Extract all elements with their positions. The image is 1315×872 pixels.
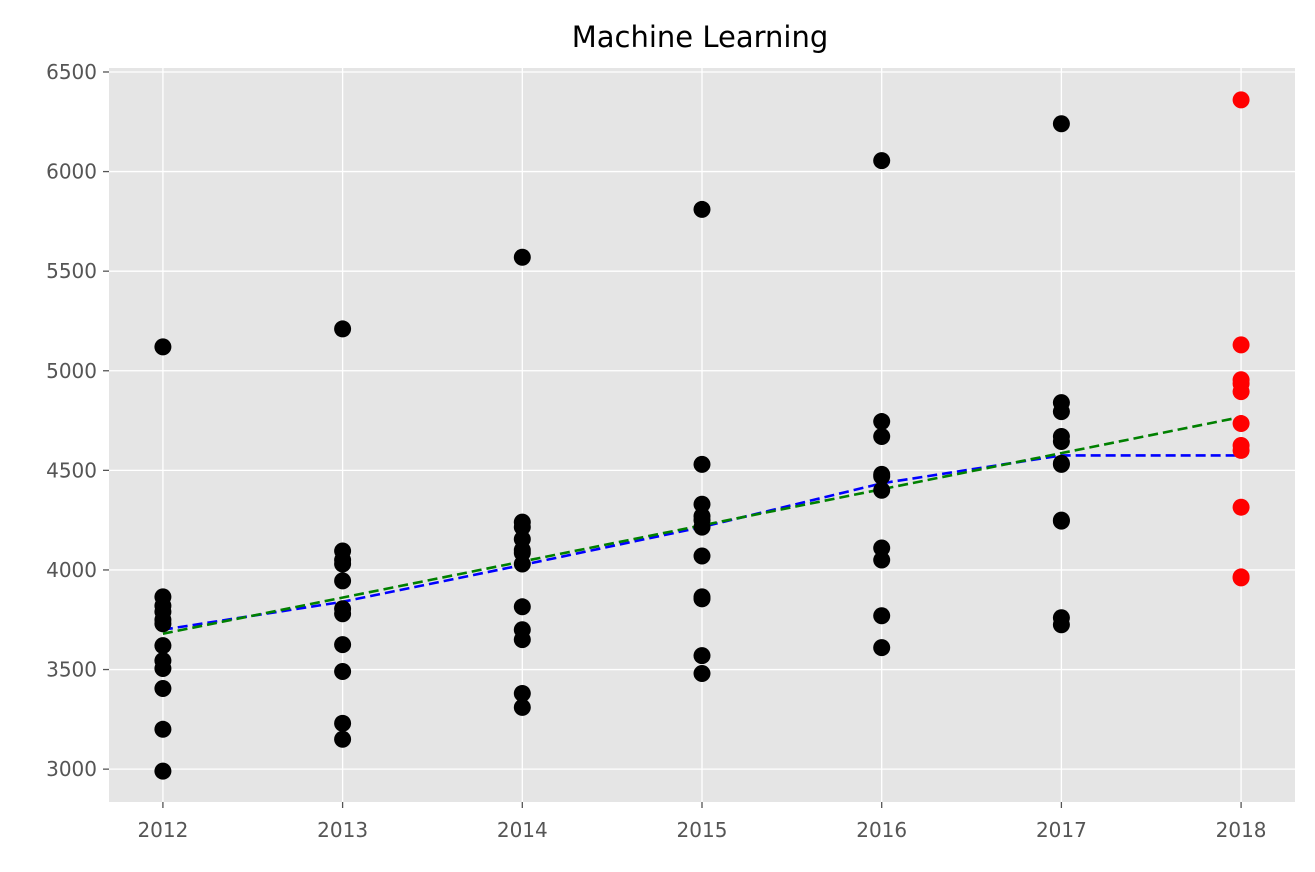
- data-point: [513, 248, 531, 266]
- data-point: [154, 637, 172, 655]
- data-points: [154, 91, 1250, 780]
- data-point: [693, 518, 711, 536]
- y-tick-label: 6000: [46, 160, 97, 184]
- data-point: [873, 427, 891, 445]
- x-tick-label: 2016: [856, 818, 907, 842]
- y-tick-label: 5000: [46, 359, 97, 383]
- data-point: [693, 495, 711, 513]
- y-tick-label: 3500: [46, 658, 97, 682]
- data-point: [513, 598, 531, 616]
- data-point: [334, 320, 352, 338]
- predicted-point: [1232, 336, 1250, 354]
- data-point: [693, 200, 711, 218]
- data-point: [693, 547, 711, 565]
- y-tick-label: 4000: [46, 558, 97, 582]
- data-point: [873, 539, 891, 557]
- x-tick-label: 2017: [1036, 818, 1087, 842]
- data-point: [873, 152, 891, 170]
- predicted-point: [1232, 569, 1250, 587]
- data-point: [693, 455, 711, 473]
- data-point: [693, 665, 711, 683]
- data-point: [873, 639, 891, 657]
- data-point: [513, 518, 531, 536]
- x-tick-label: 2013: [317, 818, 368, 842]
- predicted-point: [1232, 415, 1250, 433]
- data-point: [334, 730, 352, 748]
- data-point: [513, 631, 531, 649]
- data-point: [513, 555, 531, 573]
- data-point: [1052, 455, 1070, 473]
- data-point: [693, 647, 711, 665]
- y-tick-label: 5500: [46, 259, 97, 283]
- predicted-point: [1232, 383, 1250, 401]
- data-point: [334, 714, 352, 732]
- data-point: [1052, 512, 1070, 530]
- data-point: [154, 660, 172, 678]
- data-point: [1052, 115, 1070, 133]
- data-point: [1052, 432, 1070, 450]
- data-point: [873, 413, 891, 431]
- data-point: [154, 679, 172, 697]
- data-point: [334, 605, 352, 623]
- data-point: [334, 663, 352, 681]
- data-point: [873, 607, 891, 625]
- data-point: [154, 615, 172, 633]
- data-point: [873, 551, 891, 569]
- data-point: [1052, 403, 1070, 421]
- axes: 2012 2013 2014 2015 2016 2017 2018 3000 3500 4000…: [46, 60, 1266, 842]
- x-tick-label: 2018: [1216, 818, 1267, 842]
- predicted-point: [1232, 91, 1250, 109]
- data-point: [154, 762, 172, 780]
- predicted-point: [1232, 498, 1250, 516]
- data-point: [154, 338, 172, 356]
- x-tick-label: 2015: [677, 818, 728, 842]
- x-tick-label: 2012: [137, 818, 188, 842]
- data-point: [873, 481, 891, 499]
- data-point: [334, 572, 352, 590]
- predicted-point: [1232, 441, 1250, 459]
- data-point: [873, 467, 891, 485]
- data-point: [513, 684, 531, 702]
- y-tick-label: 3000: [46, 757, 97, 781]
- chart-title: Machine Learning: [572, 20, 829, 54]
- y-tick-label: 4500: [46, 458, 97, 482]
- data-point: [154, 720, 172, 738]
- y-tick-label: 6500: [46, 60, 97, 84]
- data-point: [334, 636, 352, 654]
- data-point: [513, 698, 531, 716]
- data-point: [693, 590, 711, 608]
- data-point: [334, 555, 352, 573]
- x-tick-label: 2014: [497, 818, 548, 842]
- data-point: [1052, 616, 1070, 634]
